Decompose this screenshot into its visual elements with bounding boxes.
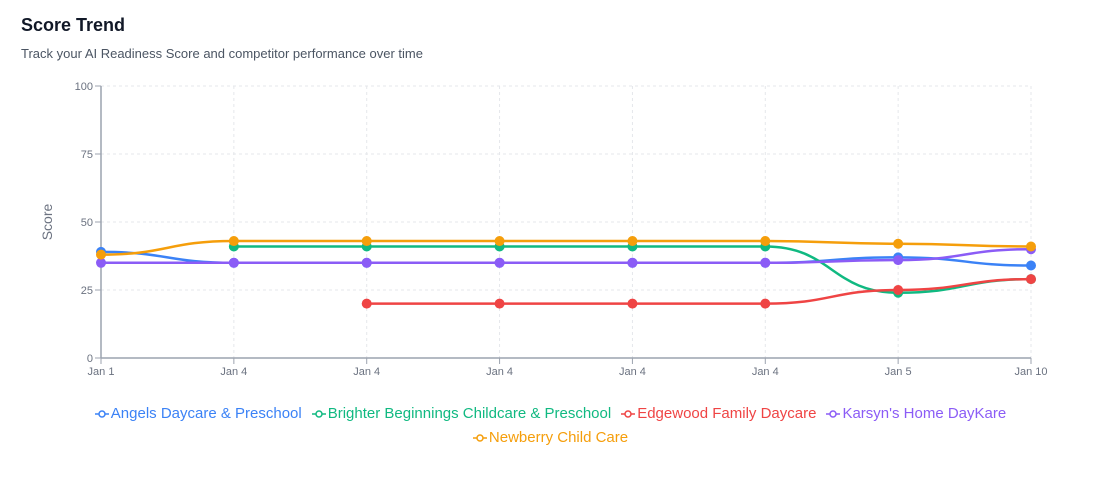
series-line-4 [100,239,1032,256]
legend-item[interactable]: Newberry Child Care [472,426,629,450]
data-point [760,298,771,309]
x-tick-label: Jan 5 [885,366,912,378]
y-tick-label: 75 [81,149,93,161]
data-point [228,236,239,247]
x-tick-label: Jan 4 [220,366,247,378]
legend-label: Karsyn's Home DayKare [842,405,1007,422]
data-point [760,257,771,268]
legend-item[interactable]: Angels Daycare & Preschool [94,402,302,426]
data-point [96,249,106,260]
chart-legend: Angels Daycare & Preschool Brighter Begin… [0,402,1101,450]
data-point [361,298,372,309]
x-tick-label: Jan 4 [353,366,380,378]
data-point [494,236,505,247]
data-point [1026,274,1036,285]
y-axis-label: Score [39,204,55,241]
line-chart: 0 25 50 75 100 Jan 1 Jan 4 Jan 4 Jan 4 Jan 4 Jan 4… [39,81,1048,378]
legend-item[interactable]: Edgewood Family Daycare [621,402,816,426]
data-point [361,257,372,268]
legend-label: Angels Daycare & Preschool [110,405,302,422]
data-point [1026,260,1036,271]
legend-line-icon [826,410,841,418]
legend-label: Newberry Child Care [488,429,629,446]
data-point [494,298,505,309]
data-point [228,257,239,268]
data-point [893,255,904,266]
legend-line-icon [472,434,487,442]
legend-line-icon [311,410,326,418]
data-point [893,238,904,249]
legend-item[interactable]: Karsyn's Home DayKare [826,402,1006,426]
chart-subtitle: Track your AI Readiness Score and compet… [21,46,423,61]
y-tick-label: 100 [75,81,93,93]
y-tick-label: 50 [81,217,93,229]
legend-line-icon [621,410,636,418]
x-tick-label: Jan 1 [88,366,115,378]
data-point [760,236,771,247]
legend-label: Edgewood Family Daycare [637,405,817,422]
data-point [627,236,638,247]
y-tick-label: 0 [87,353,93,365]
data-point [627,298,638,309]
legend-label: Brighter Beginnings Childcare & Preschoo… [327,405,612,422]
y-tick-label: 25 [81,285,93,297]
legend-line-icon [94,410,109,418]
data-point [361,236,372,247]
data-point [494,257,505,268]
x-tick-label: Jan 10 [1014,366,1047,378]
series-line-3 [100,247,1032,265]
legend-item[interactable]: Brighter Beginnings Childcare & Preschoo… [311,402,612,426]
series-line-2 [366,277,1032,305]
chart-title: Score Trend [21,15,126,35]
x-tick-label: Jan 4 [752,366,779,378]
data-point [627,257,638,268]
x-tick-label: Jan 4 [486,366,513,378]
data-point [893,285,904,295]
data-point [96,257,106,268]
x-tick-label: Jan 4 [619,366,646,378]
data-point [1026,241,1036,252]
